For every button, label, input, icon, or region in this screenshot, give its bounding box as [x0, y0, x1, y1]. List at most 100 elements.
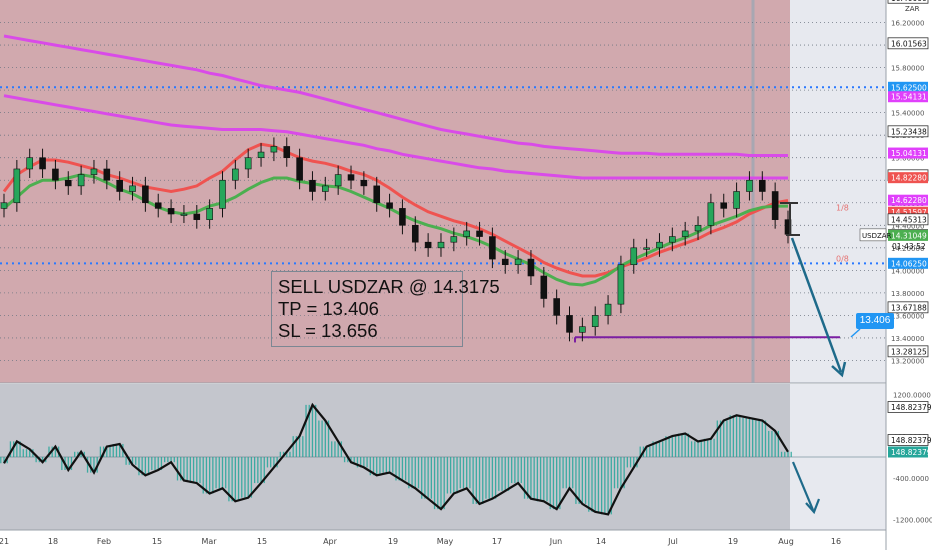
oscillator-tick-label: 1200.0000: [893, 391, 931, 399]
candle-body: [193, 213, 201, 220]
candle-body: [77, 174, 85, 187]
oscillator-tick-label: -1200.0000: [893, 517, 932, 525]
price-badge: [888, 91, 928, 103]
candle-body: [167, 208, 175, 215]
price-tick-label: 15.80000: [891, 65, 924, 73]
price-badge-label: 14.06250: [891, 259, 927, 268]
candle-body: [296, 157, 303, 181]
time-tick-label: 18: [48, 537, 58, 546]
price-badge: [888, 147, 928, 159]
price-badge: [888, 81, 928, 93]
candle-body: [52, 168, 59, 181]
candle-body: [322, 185, 329, 192]
price-badge-label: 15.04131: [891, 149, 927, 158]
price-tick-label: 14.40000: [891, 222, 924, 230]
candle-body: [579, 326, 586, 333]
candle-body: [669, 236, 676, 243]
price-badge-label: 15.23438: [891, 127, 927, 136]
ema-fast-line: [3, 173, 788, 287]
candle-body: [527, 258, 535, 277]
candle-body: [437, 241, 445, 249]
time-tick-label: 17: [492, 537, 502, 546]
candle-body: [244, 157, 252, 170]
trade-note-tp: TP = 13.406: [278, 298, 379, 319]
time-tick-label: Mar: [201, 537, 217, 546]
price-badge: [888, 257, 928, 269]
time-tick-label: 21: [0, 537, 9, 546]
time-tick-label: Feb: [97, 537, 111, 546]
trade-note-entry: SELL USDZAR @ 14.3175: [278, 276, 500, 297]
ema-mid-line: [2, 142, 789, 278]
candle-body: [566, 315, 573, 333]
trade-note: SELL USDZAR @ 14.3175 TP = 13.406 SL = 1…: [271, 271, 500, 347]
price-badge: [887, 37, 929, 50]
price-tick-label: 16.20000: [891, 20, 924, 28]
candle-body: [463, 230, 470, 237]
candle-body: [540, 275, 548, 299]
price-badge: [887, 213, 929, 226]
price-badge-label: 14.51597: [891, 208, 927, 217]
candle-body: [90, 168, 98, 175]
price-badge: [887, 345, 929, 358]
candle-body: [553, 298, 560, 316]
candle-body: [733, 191, 740, 209]
candle-body: [103, 168, 111, 181]
oscillator-tick-label: -400.0000: [893, 475, 929, 483]
price-badge-label: 15.62500: [891, 83, 927, 92]
candle-body: [270, 146, 278, 153]
candle-body: [180, 213, 188, 216]
time-tick-label: May: [437, 537, 454, 546]
oscillator-badge-label: 148.82379: [891, 448, 932, 457]
candle-body: [501, 258, 509, 266]
time-tick-label: Jul: [667, 537, 678, 546]
time-tick-label: Apr: [323, 537, 338, 546]
candle-body: [450, 236, 458, 243]
price-badge-label: 14.31049: [891, 231, 927, 240]
candle-body: [39, 157, 46, 170]
symbol-tag: [859, 228, 887, 242]
trade-note-sl: SL = 13.656: [278, 320, 378, 341]
price-badge-label: 14.82280: [891, 174, 927, 183]
candle-body: [206, 208, 213, 220]
candle-body: [604, 303, 612, 316]
time-tick-label: Jun: [549, 537, 563, 546]
target-arrow: [790, 237, 843, 373]
candle-body: [360, 179, 368, 187]
time-tick-label: 14: [596, 537, 606, 546]
candle-body: [334, 174, 342, 187]
price-tick-label: 13.60000: [891, 312, 924, 320]
time-tick-label: 15: [257, 537, 267, 546]
candle-body: [283, 146, 291, 159]
oscillator-badge: [887, 401, 929, 413]
price-tick-label: 13.20000: [891, 357, 924, 365]
price-badge-label: 15.54131: [891, 93, 927, 102]
candle-body: [64, 179, 72, 187]
price-tick-label: 15.00000: [891, 155, 924, 163]
candle-body: [13, 168, 21, 204]
candle-body: [129, 185, 136, 192]
oscillator-line: [3, 402, 789, 516]
oscillator-badge: [887, 434, 929, 446]
candle-body: [373, 185, 381, 204]
price-badge: [888, 206, 928, 218]
price-tick-label: 13.40000: [891, 335, 924, 343]
candle-body: [386, 202, 393, 209]
price-badge-label: 13.67188: [891, 303, 927, 312]
candle-body: [399, 208, 406, 226]
symbol-tag-label: USDZAR: [862, 232, 892, 240]
price-badge: [887, 301, 929, 314]
price-badge: [887, 125, 929, 138]
price-tick-label: 13.80000: [891, 290, 924, 298]
oscillator-badge-label: 148.82379: [891, 403, 932, 412]
candle-body: [591, 315, 599, 327]
price-tick-label: 14.00000: [891, 267, 924, 275]
candle-body: [617, 264, 625, 305]
price-badge-label: 13.28125: [891, 347, 927, 356]
target-pointer: [850, 328, 861, 338]
candle-body: [514, 258, 522, 266]
price-badge: [888, 194, 928, 206]
price-badge-label: 16.40000: [891, 0, 927, 3]
candle-body: [26, 157, 34, 170]
ema-slow-1-line: [3, 94, 788, 180]
